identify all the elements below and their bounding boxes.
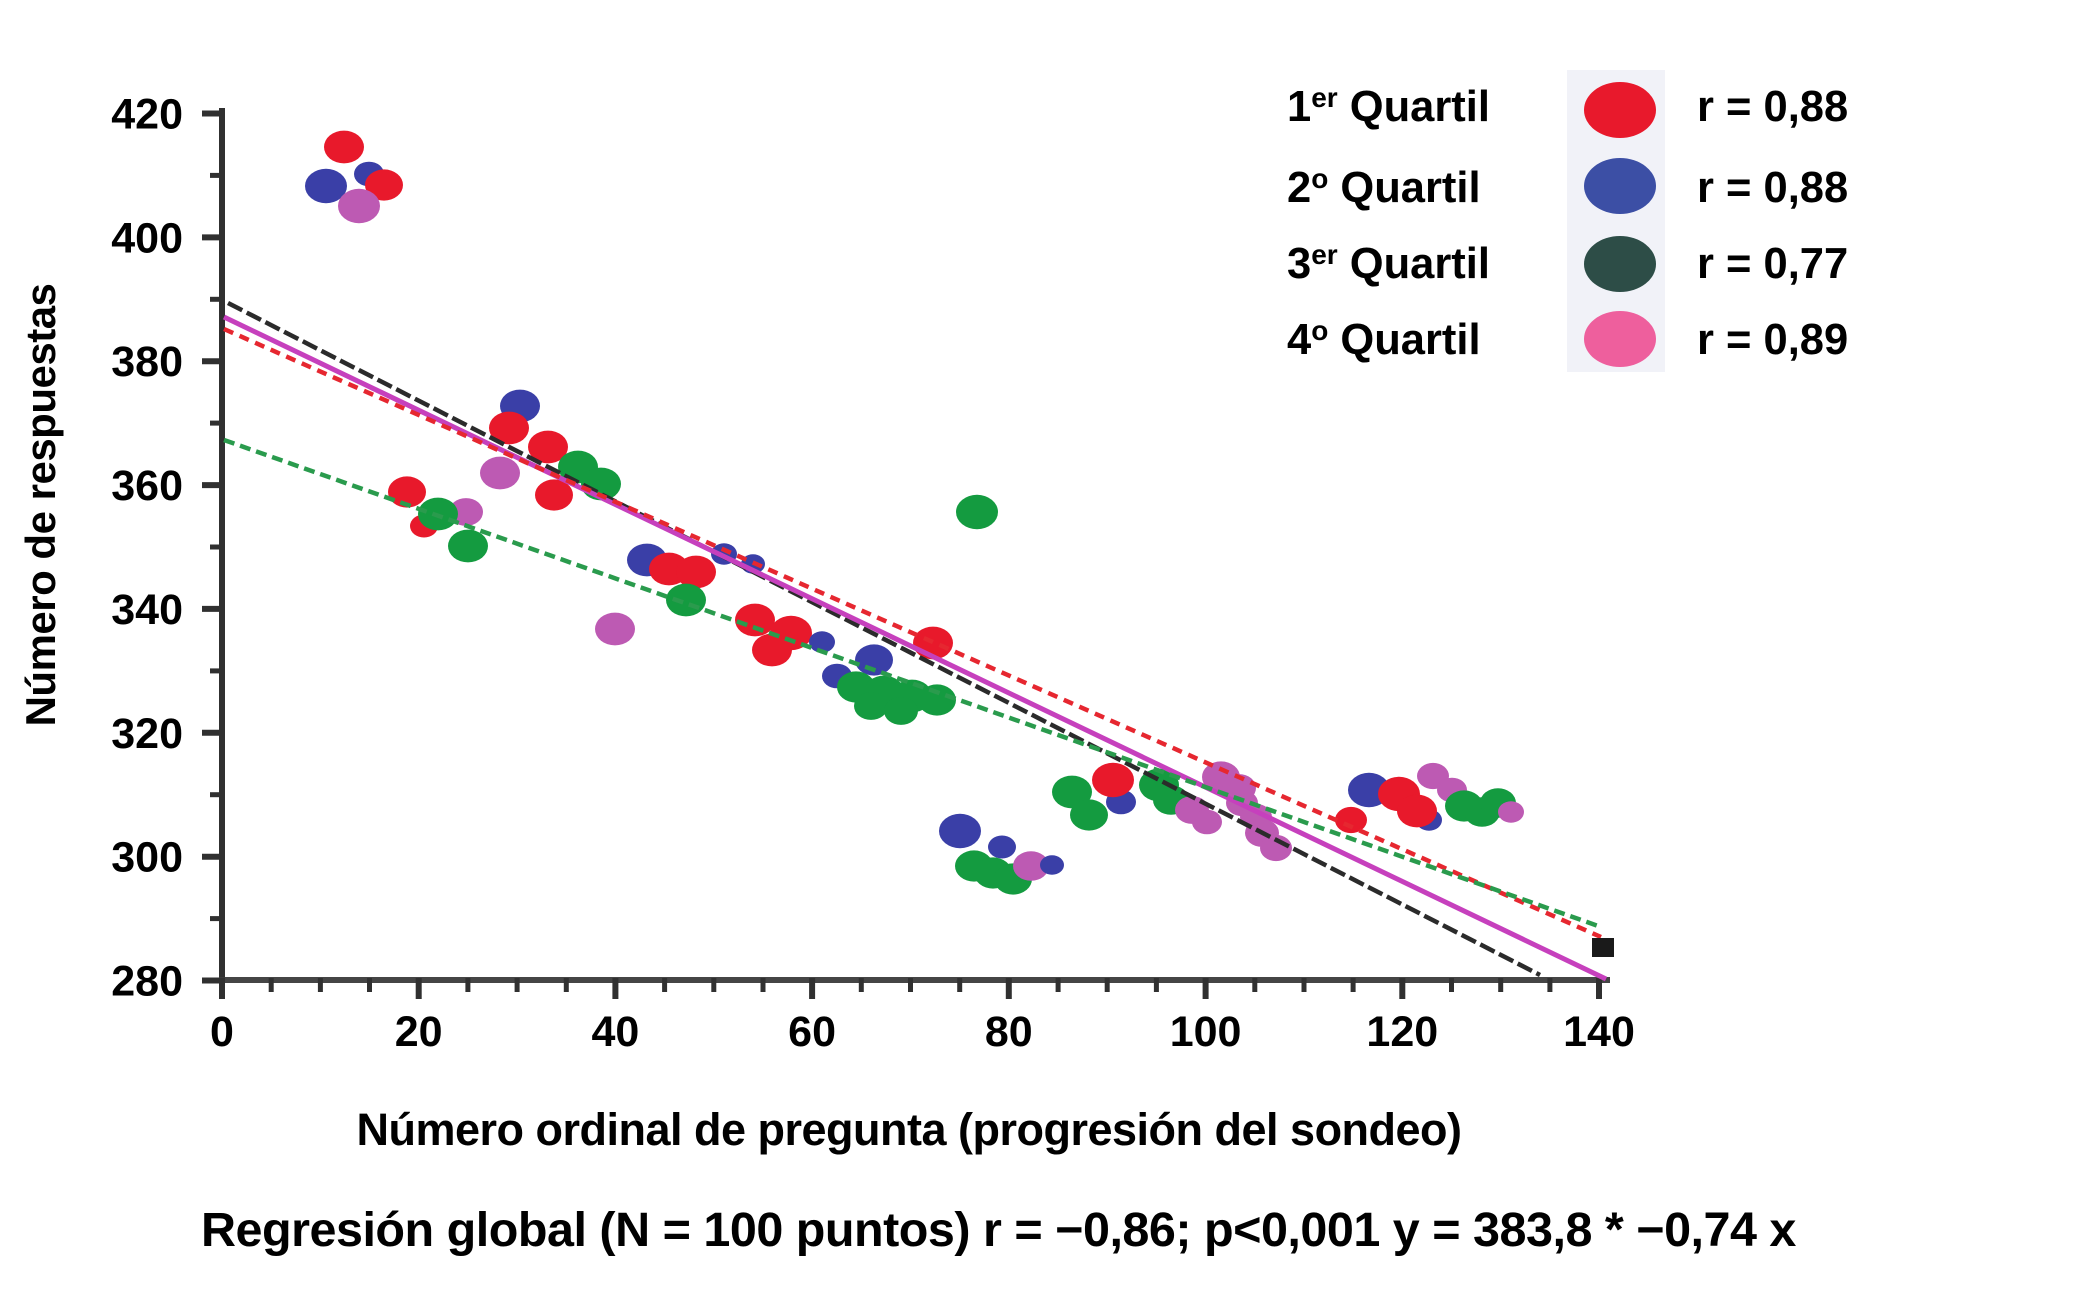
svg-text:4o Quartil: 4o Quartil xyxy=(1287,315,1481,364)
svg-text:Número ordinal de pregunta (pr: Número ordinal de pregunta (progresión d… xyxy=(356,1104,1461,1155)
svg-text:120: 120 xyxy=(1366,1008,1438,1056)
svg-text:1er Quartil: 1er Quartil xyxy=(1287,82,1490,131)
svg-text:420: 420 xyxy=(111,91,183,139)
svg-text:r = 0,88: r = 0,88 xyxy=(1697,164,1848,212)
svg-text:380: 380 xyxy=(111,338,183,386)
svg-text:400: 400 xyxy=(111,214,183,262)
svg-text:r = 0,77: r = 0,77 xyxy=(1697,240,1848,288)
svg-text:280: 280 xyxy=(111,958,183,1006)
svg-text:60: 60 xyxy=(788,1008,836,1056)
svg-text:0: 0 xyxy=(210,1008,234,1056)
svg-text:Regresión global (N = 100 punt: Regresión global (N = 100 puntos) r = −0… xyxy=(201,1203,1796,1257)
svg-text:Número de respuestas: Número de respuestas xyxy=(17,284,64,727)
svg-text:2o Quartil: 2o Quartil xyxy=(1287,163,1481,212)
svg-text:360: 360 xyxy=(111,462,183,510)
svg-text:80: 80 xyxy=(985,1008,1033,1056)
svg-text:20: 20 xyxy=(395,1008,443,1056)
svg-text:320: 320 xyxy=(111,710,183,758)
svg-text:r = 0,88: r = 0,88 xyxy=(1697,83,1848,131)
svg-text:300: 300 xyxy=(111,834,183,882)
svg-text:340: 340 xyxy=(111,586,183,634)
svg-text:140: 140 xyxy=(1563,1008,1635,1056)
svg-text:r = 0,89: r = 0,89 xyxy=(1697,316,1848,364)
svg-text:100: 100 xyxy=(1170,1008,1242,1056)
svg-text:40: 40 xyxy=(591,1008,639,1056)
